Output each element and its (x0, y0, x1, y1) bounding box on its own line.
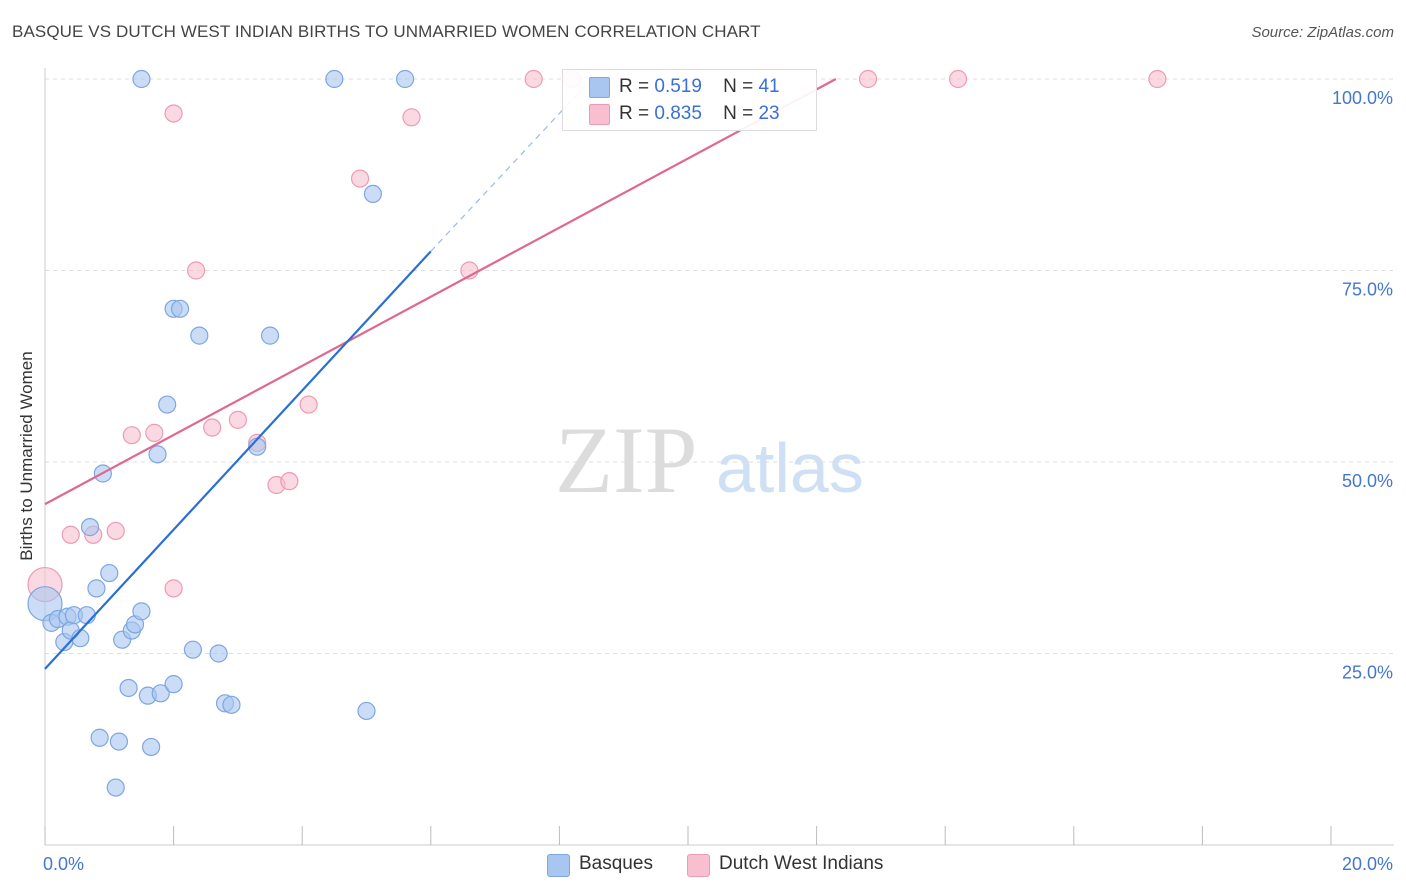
legend-n-label: N = (723, 76, 754, 97)
basques-point (90, 728, 109, 747)
basques-point (395, 69, 415, 89)
x-tick-label: 0.0% (43, 854, 84, 874)
dutch-point (164, 579, 183, 598)
dutch-point (524, 69, 543, 89)
basques-point (357, 701, 376, 721)
bottom-legend-label-basques: Basques (579, 853, 653, 874)
dutch-point (122, 426, 141, 445)
bottom-legend-swatch-dutch (687, 854, 710, 877)
bottom-legend-swatch-basques (547, 854, 570, 877)
dutch-point (299, 395, 318, 414)
axis-layer: 25.0% 50.0% 75.0% 100.0% 0.0% 20.0% (43, 68, 1394, 874)
source-label: Source: ZipAtlas.com (1251, 24, 1394, 41)
dutch-point (858, 69, 878, 89)
basques-point (158, 395, 177, 414)
legend-swatch-basques (589, 77, 610, 98)
legend-swatch-dutch (589, 104, 610, 125)
legend-n-value: 41 (758, 76, 780, 97)
basques-point (209, 644, 228, 663)
dutch-point (164, 104, 183, 123)
dutch-point (280, 472, 299, 491)
grid-layer (45, 78, 1394, 654)
basques-point (183, 640, 202, 659)
basques-point (222, 695, 241, 714)
dutch-trend-line (44, 78, 837, 506)
basques-point (151, 684, 170, 703)
basques-point (141, 737, 161, 757)
legend-n-value: 23 (758, 103, 780, 124)
dutch-point (1148, 69, 1167, 89)
legend-r-value: 0.519 (654, 76, 702, 97)
basques-trend-line (44, 250, 432, 670)
basques-point (87, 579, 106, 598)
basques-point (132, 602, 151, 621)
y-tick-label: 50.0% (1342, 471, 1393, 491)
basques-point (80, 518, 100, 537)
watermark-zip: ZIP (555, 407, 698, 513)
basques-point (132, 69, 151, 89)
dutch-point (145, 423, 164, 442)
basques-point (148, 445, 167, 464)
basques-point (170, 299, 190, 318)
dutch-point (948, 69, 968, 89)
basques-point (164, 675, 183, 694)
basques-point (190, 326, 209, 345)
basques-point (325, 69, 344, 89)
x-tick-label: 20.0% (1342, 854, 1393, 874)
basques-point (119, 678, 138, 698)
trend-layer (44, 78, 837, 670)
correlation-legend: R = 0.519 N = 41 R = 0.835 N = 23 (562, 69, 817, 131)
y-tick-label: 100.0% (1332, 88, 1393, 108)
basques-point (260, 326, 280, 345)
basques-point (109, 732, 129, 751)
basques-point (77, 606, 96, 625)
legend-r-value: 0.835 (654, 103, 702, 124)
dutch-point (350, 169, 370, 188)
watermark: ZIP atlas (555, 407, 864, 513)
bottom-legend-label-dutch: Dutch West Indians (719, 853, 884, 874)
basques-point (363, 184, 383, 203)
dutch-point (187, 261, 206, 280)
dutch-point (106, 521, 125, 541)
dutch-point (61, 525, 80, 544)
basques-point (106, 778, 125, 797)
dutch-point (228, 410, 247, 429)
dutch-point (203, 418, 222, 437)
dutch-point (402, 108, 421, 127)
legend-r-label: R = (619, 76, 650, 97)
y-axis-title: Births to Unmarried Women (17, 351, 36, 561)
legend-r-label: R = (619, 103, 650, 124)
basques-point (100, 563, 119, 583)
legend-n-label: N = (723, 103, 754, 124)
y-tick-label: 25.0% (1342, 663, 1393, 683)
watermark-atlas: atlas (716, 429, 864, 507)
chart-title: BASQUE VS DUTCH WEST INDIAN BIRTHS TO UN… (12, 22, 761, 41)
y-tick-label: 75.0% (1342, 280, 1393, 300)
